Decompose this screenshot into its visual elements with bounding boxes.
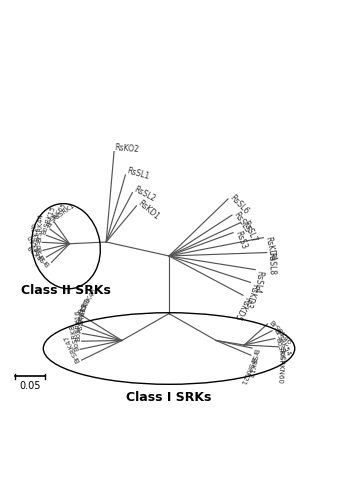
- Text: BrSRK46: BrSRK46: [268, 320, 292, 347]
- Text: RsSRK19: RsSRK19: [76, 302, 88, 333]
- Text: RsSL8: RsSL8: [267, 252, 277, 276]
- Text: RsSL7: RsSL7: [240, 219, 258, 244]
- Text: BoSRK15: BoSRK15: [41, 205, 57, 235]
- Text: RsKD3: RsKD3: [243, 282, 259, 309]
- Text: BoSRK8: BoSRK8: [69, 323, 80, 350]
- Text: RsSL1: RsSL1: [125, 166, 150, 181]
- Text: BoSRK16: BoSRK16: [75, 310, 82, 341]
- Text: BoSRK2b: BoSRK2b: [30, 221, 43, 252]
- Text: RsKD4: RsKD4: [263, 236, 277, 262]
- Text: RsSL5: RsSL5: [232, 210, 252, 235]
- Text: BrSRK21: BrSRK21: [239, 355, 256, 385]
- Text: BrSRK45: BrSRK45: [77, 287, 98, 316]
- Text: BrSRK47: BrSRK47: [63, 333, 82, 363]
- Text: RsKO2: RsKO2: [114, 143, 139, 154]
- Text: BrSRK29: BrSRK29: [27, 242, 51, 267]
- Text: BoSRKN60: BoSRKN60: [276, 347, 284, 384]
- Text: RsSL4: RsSL4: [252, 270, 264, 294]
- Text: BoSRK1: BoSRK1: [275, 337, 286, 365]
- Text: BoSRK3: BoSRK3: [76, 297, 91, 325]
- Text: BrSRK12: BrSRK12: [246, 348, 258, 379]
- Text: BrSRK54: BrSRK54: [272, 328, 291, 358]
- Text: RsKD5: RsKD5: [231, 295, 251, 322]
- Text: RsSL2: RsSL2: [132, 185, 157, 203]
- Text: RsKD1: RsKD1: [137, 199, 162, 222]
- Text: RsS3: RsS3: [233, 229, 248, 251]
- Text: 0.05: 0.05: [19, 381, 41, 391]
- Text: RsSRK1: RsSRK1: [51, 203, 75, 222]
- Text: BrSRK40: BrSRK40: [27, 232, 46, 260]
- Text: Class II SRKs: Class II SRKs: [21, 285, 111, 297]
- Text: BrSRK44: BrSRK44: [36, 213, 44, 242]
- Text: BrSRK65: BrSRK65: [45, 202, 67, 229]
- Text: Class I SRKs: Class I SRKs: [126, 391, 212, 404]
- Text: RsSL6: RsSL6: [228, 193, 251, 216]
